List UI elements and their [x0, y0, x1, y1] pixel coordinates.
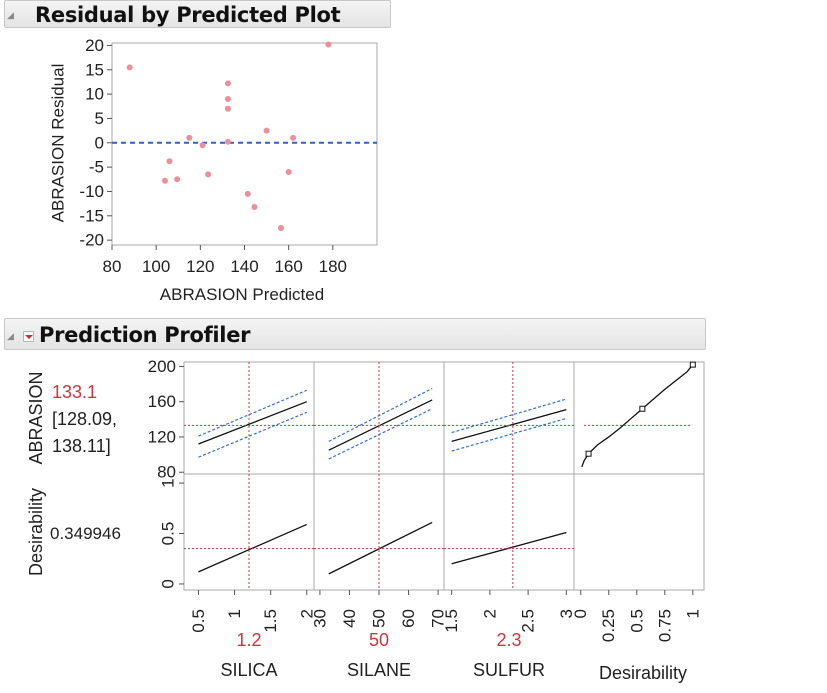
prediction-profiler-title: Prediction Profiler [39, 323, 251, 347]
desirability-trace [198, 523, 308, 573]
prediction-profiler-header[interactable]: ◢ Prediction Profiler [4, 318, 706, 350]
response-name-label: ABRASION [26, 371, 46, 464]
x-tick-label: 2 [297, 609, 316, 618]
residual-point [186, 134, 193, 141]
ci-lower-band [328, 408, 433, 460]
y-tick-label: 160 [148, 392, 176, 411]
profiler-cell [443, 361, 575, 475]
residual-point [224, 105, 231, 112]
y-tick-label: -15 [79, 206, 104, 225]
x-tick-label: 30 [310, 609, 329, 628]
desirability-handle [689, 361, 696, 368]
residual-point [244, 190, 251, 197]
y-tick-label: 200 [148, 357, 176, 376]
residual-point [290, 134, 297, 141]
x-tick-label: 0.5 [189, 609, 208, 633]
x-tick-label: 2 [480, 609, 499, 618]
y-tick-label: -5 [89, 158, 104, 177]
disclosure-triangle-icon[interactable]: ◢ [7, 331, 14, 341]
y-tick-label: 5 [95, 109, 104, 128]
y-tick-label: 10 [85, 85, 104, 104]
residual-point [325, 41, 332, 48]
residual-plot-frame [111, 42, 378, 246]
desirability-trace [451, 531, 567, 565]
residual-point [126, 64, 133, 71]
profiler-cell [573, 361, 705, 475]
response-ci-upper: 138.11] [52, 436, 111, 456]
y-tick-label: 1 [159, 478, 178, 487]
x-tick-label: 1.5 [261, 609, 280, 633]
x-tick-label: 0 [571, 609, 590, 618]
x-tick-label: 180 [319, 257, 347, 276]
x-tick-label: 0.5 [627, 609, 646, 633]
profiler-cell [443, 473, 575, 591]
factor-current-value: 1.2 [236, 630, 261, 650]
factor-name-label: SULFUR [473, 660, 545, 680]
x-tick-label: 120 [186, 257, 214, 276]
response-ci-lower: [128.09, [52, 409, 117, 429]
profiler-cell [573, 473, 705, 591]
residual-point [162, 177, 168, 184]
residual-point [224, 80, 231, 87]
red-triangle-menu-icon[interactable] [23, 331, 34, 342]
residual-point [277, 224, 284, 231]
y-tick-label: 0 [95, 133, 104, 152]
desirability-value: 0.349946 [50, 524, 121, 543]
residual-point [199, 142, 206, 149]
residual-plot-header[interactable]: ◢ Residual by Predicted Plot [4, 0, 391, 28]
y-tick-label: 15 [85, 60, 104, 79]
ci-upper-band [328, 387, 433, 442]
desirability-trace [328, 521, 433, 575]
residual-point [285, 168, 292, 175]
x-tick-label: 3 [557, 609, 576, 618]
y-tick-label: -20 [79, 231, 104, 250]
factor-name-label: SILANE [347, 660, 411, 680]
x-tick-label: 70 [429, 609, 448, 628]
disclosure-triangle-icon[interactable]: ◢ [7, 10, 14, 20]
prediction-trace [328, 399, 433, 451]
residual-point [174, 176, 181, 183]
x-tick-label: 1 [683, 609, 702, 618]
residual-point [224, 95, 231, 102]
y-axis-label: ABRASION Residual [49, 64, 68, 223]
desirability-axis-label: Desirability [599, 663, 687, 683]
ci-lower-band [198, 411, 308, 458]
x-tick-label: 1 [225, 609, 244, 618]
y-tick-label: 120 [148, 427, 176, 446]
y-tick-label: 80 [157, 463, 176, 482]
residual-point [224, 138, 231, 145]
x-axis-label: ABRASION Predicted [160, 285, 324, 304]
x-tick-label: 60 [399, 609, 418, 628]
desirability-name-label: Desirability [26, 488, 46, 576]
y-tick-label: 0 [159, 579, 178, 588]
prediction-trace [198, 401, 308, 445]
y-tick-label: 20 [85, 36, 104, 55]
desirability-handle [585, 450, 592, 457]
residual-point [251, 204, 258, 211]
x-tick-label: 140 [230, 257, 258, 276]
response-predicted-value: 133.1 [52, 382, 97, 402]
residual-point [166, 158, 173, 165]
residual-point [263, 127, 270, 134]
x-tick-label: 0.75 [655, 609, 674, 642]
residual-plot-title: Residual by Predicted Plot [35, 3, 341, 27]
desirability-handle [639, 405, 646, 412]
x-tick-label: 2.5 [519, 609, 538, 633]
y-tick-label: -10 [79, 182, 104, 201]
factor-current-value: 50 [369, 630, 389, 650]
factor-name-label: SILICA [220, 660, 277, 680]
factor-current-value: 2.3 [496, 630, 521, 650]
x-tick-label: 50 [370, 609, 389, 628]
x-tick-label: 40 [340, 609, 359, 628]
x-tick-label: 80 [103, 257, 122, 276]
residual-point [205, 171, 212, 178]
x-tick-label: 1.5 [442, 609, 461, 633]
x-tick-label: 160 [274, 257, 302, 276]
x-tick-label: 100 [142, 257, 170, 276]
y-tick-label: 0.5 [159, 522, 178, 546]
x-tick-label: 0.25 [599, 609, 618, 642]
